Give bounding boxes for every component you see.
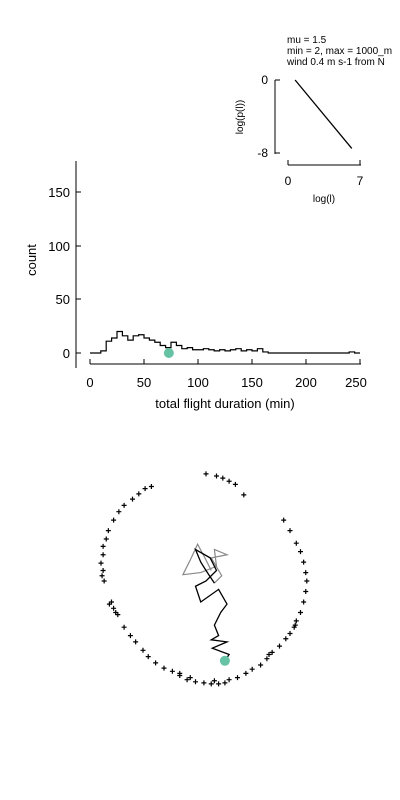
inset-powerlaw-line [294, 79, 353, 149]
hist-y-axis-label: count [24, 244, 39, 276]
hist-step-outline [90, 330, 360, 354]
boundary-point [222, 680, 228, 686]
boundary-point [142, 486, 148, 492]
boundary-point [220, 475, 226, 481]
boundary-point [100, 552, 106, 558]
boundary-point [281, 517, 287, 523]
boundary-point [98, 560, 104, 566]
inset-x-axis-label: log(l) [313, 194, 335, 205]
boundary-point [214, 473, 219, 479]
hist-x-ticks: 0 50 100 150 200 250 [86, 359, 367, 390]
boundary-point [130, 496, 135, 502]
hist-x-axis-label: total flight duration (min) [155, 396, 294, 411]
inset-x-tick-label-left: 0 [285, 174, 292, 188]
boundary-point [103, 536, 109, 542]
hist-x-tick-label: 200 [295, 375, 317, 390]
boundary-point [140, 647, 146, 653]
boundary-point [303, 589, 309, 594]
boundary-point [277, 643, 282, 649]
track-recent-segment [194, 547, 231, 662]
inset-annotation-line-3: wind 0.4 m s-1 from N [286, 57, 385, 68]
boundary-point [101, 578, 107, 584]
boundary-point [235, 675, 240, 681]
trajectory-panel [98, 471, 310, 687]
boundary-point [301, 599, 307, 605]
boundary-point [153, 660, 159, 666]
boundary-point [169, 668, 175, 674]
boundary-point [100, 568, 106, 573]
boundary-point [269, 649, 275, 655]
hist-y-tick-label: 150 [48, 185, 70, 200]
boundary-point [249, 666, 255, 672]
boundary-point [298, 610, 303, 615]
hist-x-tick-label: 0 [86, 375, 93, 390]
hist-x-tick-label: 250 [345, 375, 367, 390]
hist-y-tick-label: 100 [48, 239, 70, 254]
boundary-point [111, 605, 117, 611]
boundary-point [184, 677, 190, 683]
boundary-point [145, 654, 151, 660]
boundary-point [161, 665, 167, 671]
hist-x-tick-label: 50 [137, 375, 151, 390]
boundary-points [98, 471, 310, 687]
boundary-point [226, 677, 232, 683]
boundary-point [203, 471, 209, 477]
hist-x-tick-label: 150 [241, 375, 263, 390]
boundary-point [264, 656, 270, 662]
boundary-point [293, 618, 299, 624]
boundary-point [298, 549, 303, 555]
boundary-point [216, 681, 222, 687]
hist-y-tick-label: 50 [56, 292, 70, 307]
boundary-point [283, 636, 289, 642]
hist-current-marker [163, 348, 174, 358]
trajectory-current-marker [219, 655, 230, 666]
boundary-point [241, 492, 247, 498]
inset-x-tick-label-right: 7 [357, 174, 364, 188]
track-old-segment [181, 542, 230, 584]
inset-y-axis-label: log(p(l)) [235, 100, 246, 134]
boundary-point [243, 670, 249, 676]
hist-x-tick-label: 100 [187, 375, 209, 390]
boundary-point [136, 491, 142, 497]
hist-y-ticks: 150 100 50 0 [48, 185, 81, 361]
boundary-point [100, 543, 106, 549]
boundary-point [121, 624, 127, 630]
boundary-point [287, 631, 293, 636]
inset-panel: mu = 1.5 min = 2, max = 1000_m wind 0.4 … [235, 35, 392, 205]
boundary-point [301, 559, 307, 565]
boundary-point [187, 675, 193, 681]
inset-y-tick-label-top: 0 [261, 73, 268, 87]
boundary-point [293, 540, 299, 546]
inset-annotation-line-2: min = 2, max = 1000_m [287, 46, 392, 57]
boundary-point [287, 528, 293, 534]
hist-bins [90, 330, 360, 354]
boundary-point [304, 578, 310, 584]
boundary-point [133, 639, 139, 645]
boundary-point [292, 622, 298, 628]
boundary-point [226, 478, 232, 484]
inset-y-tick-label-bottom: -8 [257, 146, 268, 160]
boundary-point [121, 502, 127, 508]
boundary-point [116, 509, 122, 515]
boundary-point [303, 570, 309, 576]
boundary-point [148, 484, 154, 489]
boundary-point [115, 612, 121, 618]
boundary-point [201, 680, 207, 686]
boundary-point [105, 528, 111, 534]
boundary-point [177, 670, 183, 676]
histogram-panel: 150 100 50 0 count 0 50 100 150 200 250 … [24, 161, 367, 411]
hist-y-tick-label: 0 [63, 346, 70, 361]
boundary-point [193, 679, 198, 685]
boundary-point [258, 662, 264, 668]
boundary-point [111, 517, 117, 523]
boundary-point [211, 678, 217, 684]
boundary-point [99, 573, 105, 579]
boundary-point [266, 652, 272, 657]
boundary-point [208, 681, 214, 687]
inset-annotation-line-1: mu = 1.5 [287, 35, 327, 46]
boundary-point [232, 481, 238, 487]
boundary-point [127, 633, 133, 639]
boundary-point [106, 601, 112, 607]
